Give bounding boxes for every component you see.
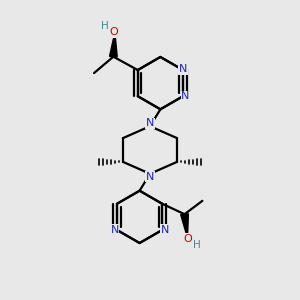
Text: N: N [179,64,187,74]
Text: N: N [181,91,190,101]
Text: N: N [160,225,169,235]
Text: O: O [184,234,193,244]
Text: O: O [109,27,118,37]
Text: N: N [110,225,119,235]
Polygon shape [110,32,117,57]
Text: N: N [146,172,154,182]
Polygon shape [181,214,188,238]
Text: N: N [146,118,154,128]
Text: H: H [193,239,200,250]
Text: H: H [100,21,108,31]
